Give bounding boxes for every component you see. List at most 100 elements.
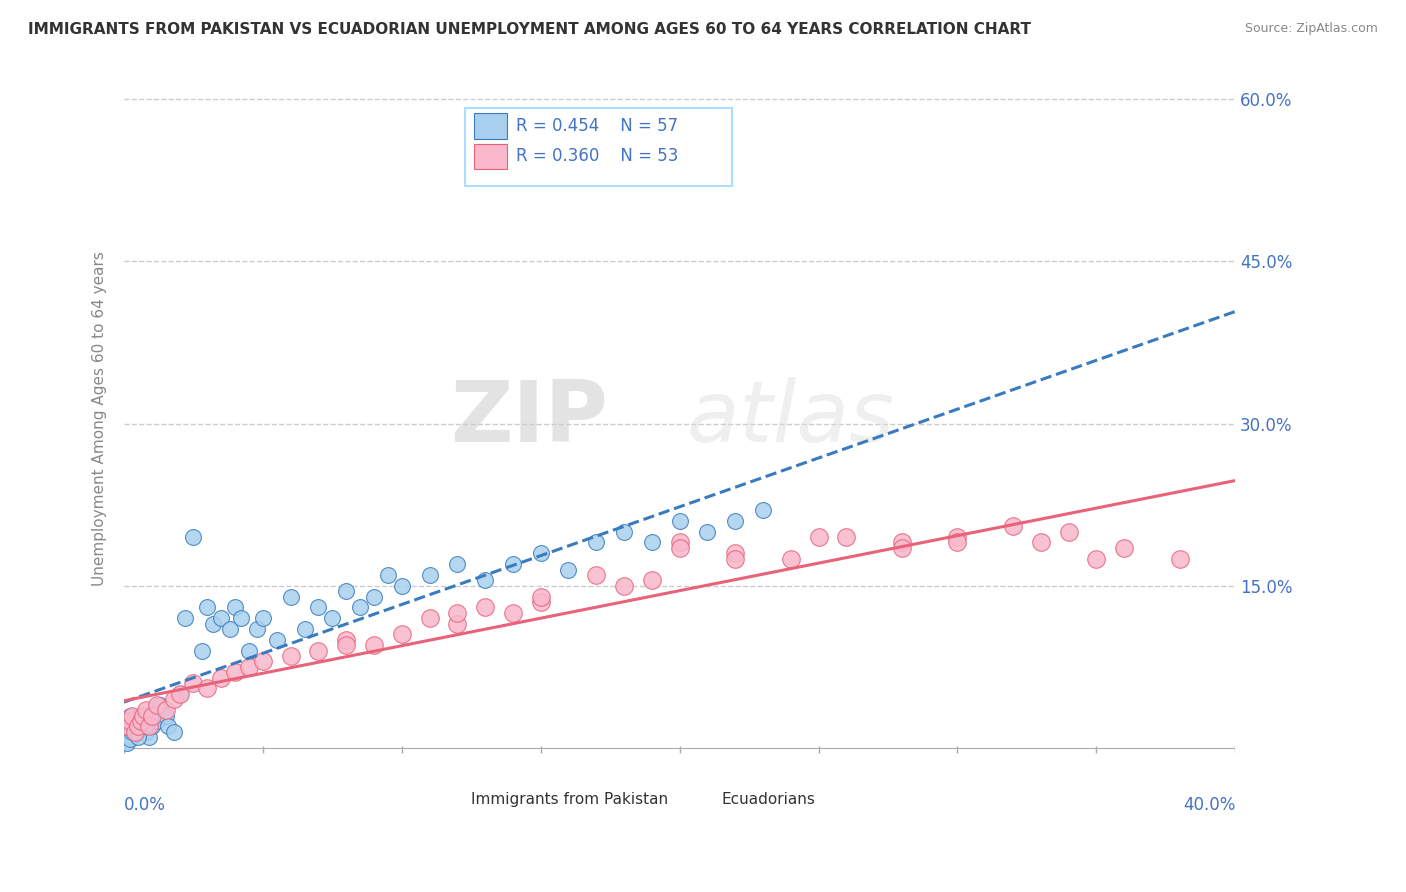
- Point: [224, 665, 246, 680]
- Point: [183, 530, 205, 544]
- Point: [132, 708, 155, 723]
- Point: [238, 660, 260, 674]
- Point: [201, 616, 224, 631]
- Point: [155, 703, 177, 717]
- Point: [613, 524, 636, 539]
- Point: [349, 600, 371, 615]
- Point: [391, 627, 413, 641]
- Point: [169, 687, 191, 701]
- Point: [641, 535, 664, 549]
- Point: [1029, 535, 1052, 549]
- Point: [446, 557, 468, 571]
- Point: [124, 719, 146, 733]
- Point: [163, 692, 186, 706]
- Point: [157, 719, 180, 733]
- Point: [391, 579, 413, 593]
- Point: [149, 698, 172, 712]
- Point: [280, 648, 302, 663]
- Point: [474, 600, 496, 615]
- Point: [224, 600, 246, 615]
- Point: [502, 606, 524, 620]
- Point: [183, 676, 205, 690]
- Point: [807, 530, 830, 544]
- Point: [724, 546, 747, 560]
- Point: [294, 622, 316, 636]
- Point: [377, 568, 399, 582]
- Point: [155, 708, 177, 723]
- Point: [132, 708, 155, 723]
- Point: [890, 541, 912, 555]
- Point: [238, 643, 260, 657]
- Point: [668, 535, 690, 549]
- Point: [132, 719, 155, 733]
- Point: [1085, 551, 1108, 566]
- Point: [209, 671, 232, 685]
- Point: [115, 719, 138, 733]
- Point: [585, 568, 607, 582]
- Point: [229, 611, 252, 625]
- Point: [141, 719, 163, 733]
- Point: [121, 730, 143, 744]
- Point: [335, 632, 357, 647]
- Point: [779, 551, 801, 566]
- Point: [585, 535, 607, 549]
- Point: [890, 535, 912, 549]
- Point: [129, 714, 152, 728]
- Point: [174, 611, 197, 625]
- Point: [752, 503, 775, 517]
- Point: [127, 719, 149, 733]
- Point: [446, 616, 468, 631]
- Text: atlas: atlas: [686, 376, 894, 459]
- Point: [209, 611, 232, 625]
- Point: [169, 687, 191, 701]
- Point: [363, 638, 385, 652]
- Point: [218, 622, 240, 636]
- Point: [724, 514, 747, 528]
- FancyBboxPatch shape: [440, 793, 463, 808]
- Point: [1168, 551, 1191, 566]
- Point: [946, 530, 969, 544]
- Point: [308, 643, 330, 657]
- Text: 40.0%: 40.0%: [1182, 797, 1236, 814]
- Point: [530, 595, 553, 609]
- Point: [1001, 519, 1024, 533]
- Point: [129, 708, 152, 723]
- Point: [946, 535, 969, 549]
- Point: [1057, 524, 1080, 539]
- Point: [127, 730, 149, 744]
- Point: [135, 724, 157, 739]
- Text: IMMIGRANTS FROM PAKISTAN VS ECUADORIAN UNEMPLOYMENT AMONG AGES 60 TO 64 YEARS CO: IMMIGRANTS FROM PAKISTAN VS ECUADORIAN U…: [28, 22, 1031, 37]
- Point: [696, 524, 718, 539]
- Text: ZIP: ZIP: [450, 376, 607, 459]
- Point: [146, 698, 169, 712]
- Point: [195, 600, 218, 615]
- Point: [138, 730, 160, 744]
- Y-axis label: Unemployment Among Ages 60 to 64 years: Unemployment Among Ages 60 to 64 years: [93, 251, 107, 585]
- Point: [557, 562, 579, 576]
- Point: [280, 590, 302, 604]
- Point: [163, 724, 186, 739]
- Point: [135, 703, 157, 717]
- Text: R = 0.360    N = 53: R = 0.360 N = 53: [516, 147, 679, 166]
- Point: [335, 638, 357, 652]
- FancyBboxPatch shape: [474, 144, 508, 169]
- Point: [118, 732, 141, 747]
- Point: [446, 606, 468, 620]
- Point: [530, 546, 553, 560]
- Point: [135, 719, 157, 733]
- Point: [724, 551, 747, 566]
- Point: [124, 724, 146, 739]
- Point: [668, 514, 690, 528]
- Point: [668, 541, 690, 555]
- Point: [266, 632, 288, 647]
- Point: [1112, 541, 1135, 555]
- Point: [613, 579, 636, 593]
- Point: [419, 611, 441, 625]
- Point: [127, 714, 149, 728]
- Point: [118, 708, 141, 723]
- Text: Immigrants from Pakistan: Immigrants from Pakistan: [471, 792, 668, 807]
- Point: [195, 681, 218, 696]
- Point: [835, 530, 858, 544]
- Text: R = 0.454    N = 57: R = 0.454 N = 57: [516, 117, 678, 135]
- Point: [530, 590, 553, 604]
